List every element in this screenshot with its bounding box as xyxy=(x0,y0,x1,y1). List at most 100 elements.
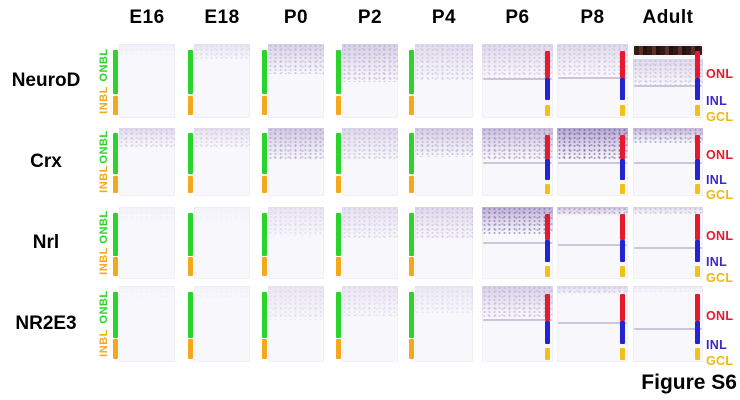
inbl-bar xyxy=(262,257,267,277)
micrograph-crx-p4 xyxy=(415,128,473,196)
stain-band xyxy=(119,207,175,222)
micrograph-nrl-adult xyxy=(633,207,703,279)
inbl-bar xyxy=(262,175,267,194)
row-label-nrl: Nrl xyxy=(32,232,60,253)
micrograph-nrl-p6 xyxy=(482,207,553,279)
gcl-bar xyxy=(545,104,550,116)
inbl-bar xyxy=(336,175,341,194)
inbl-bar xyxy=(113,339,118,359)
inbl-layer-label: INBL xyxy=(98,165,110,193)
gcl-bar xyxy=(620,348,625,360)
inl-layer-label: INL xyxy=(706,337,728,352)
inl-bar xyxy=(545,78,550,101)
onbl-bar xyxy=(113,49,118,95)
micrograph-neurod-p2 xyxy=(342,44,398,118)
plexiform-layer-line xyxy=(558,244,627,247)
gcl-bar xyxy=(695,104,700,116)
onbl-bar xyxy=(262,292,267,338)
inbl-bar xyxy=(409,175,414,194)
onl-layer-label: ONL xyxy=(706,309,734,324)
onl-layer-label: ONL xyxy=(706,66,734,81)
onbl-bar xyxy=(336,212,341,256)
gcl-bar xyxy=(545,348,550,360)
inbl-bar xyxy=(409,257,414,277)
inbl-bar xyxy=(262,95,267,116)
gcl-bar xyxy=(695,266,700,277)
gcl-bar xyxy=(695,183,700,194)
stain-band xyxy=(557,128,628,160)
onbl-bar xyxy=(262,49,267,95)
inl-bar xyxy=(545,320,550,344)
onbl-bar xyxy=(409,292,414,338)
micrograph-crx-p0 xyxy=(268,128,324,196)
onbl-bar xyxy=(336,292,341,338)
micrograph-crx-adult xyxy=(633,128,703,196)
micrograph-nr2e3-p0 xyxy=(268,286,324,362)
column-header-p8: P8 xyxy=(580,7,605,28)
stain-band xyxy=(633,207,703,215)
micrograph-nr2e3-adult xyxy=(633,286,703,362)
gcl-layer-label: GCL xyxy=(706,354,734,369)
micrograph-nr2e3-p6 xyxy=(482,286,553,362)
inl-bar xyxy=(695,320,700,344)
onl-layer-label: ONL xyxy=(706,228,734,243)
onl-bar xyxy=(695,214,700,241)
micrograph-neurod-p4 xyxy=(415,44,473,118)
plexiform-layer-line xyxy=(558,162,627,164)
plexiform-layer-line xyxy=(634,162,702,164)
micrograph-nr2e3-p8 xyxy=(557,286,628,362)
stain-band xyxy=(415,44,473,80)
plexiform-layer-line xyxy=(634,84,702,87)
stain-band xyxy=(342,128,398,159)
micrograph-neurod-e16 xyxy=(119,44,175,118)
stain-band xyxy=(119,128,175,148)
stain-band xyxy=(482,128,553,159)
micrograph-crx-p8 xyxy=(557,128,628,196)
inl-bar xyxy=(695,240,700,262)
micrograph-neurod-e18 xyxy=(194,44,250,118)
micrograph-nrl-e18 xyxy=(194,207,250,279)
inbl-bar xyxy=(409,95,414,116)
micrograph-neurod-adult xyxy=(633,44,703,118)
plexiform-layer-line xyxy=(558,76,627,79)
micrograph-neurod-p6 xyxy=(482,44,553,118)
stain-band xyxy=(415,207,473,240)
column-header-p2: P2 xyxy=(357,7,383,28)
micrograph-nr2e3-e18 xyxy=(194,286,250,362)
onbl-bar xyxy=(336,49,341,95)
stain-band xyxy=(268,286,324,321)
onbl-bar xyxy=(409,49,414,95)
gcl-bar xyxy=(620,104,625,116)
stain-band xyxy=(342,44,398,83)
inl-layer-label: INL xyxy=(706,173,728,188)
inbl-layer-label: INBL xyxy=(98,85,110,114)
inl-bar xyxy=(695,159,700,180)
inbl-bar xyxy=(409,339,414,359)
onl-bar xyxy=(545,51,550,79)
inl-bar xyxy=(620,240,625,262)
onl-bar xyxy=(695,134,700,160)
column-header-e16: E16 xyxy=(129,7,165,28)
inl-layer-label: INL xyxy=(706,93,728,108)
stain-band xyxy=(268,44,324,74)
plexiform-layer-line xyxy=(483,78,552,81)
micrograph-nr2e3-p4 xyxy=(415,286,473,362)
gcl-bar xyxy=(695,348,700,360)
micrograph-nrl-p0 xyxy=(268,207,324,279)
inbl-bar xyxy=(113,257,118,277)
stain-band xyxy=(557,207,628,216)
inl-bar xyxy=(545,159,550,180)
micrograph-nr2e3-p2 xyxy=(342,286,398,362)
stain-band xyxy=(633,128,703,143)
stain-band xyxy=(633,58,703,85)
stain-band xyxy=(194,44,250,61)
stain-band xyxy=(633,286,703,293)
onbl-bar xyxy=(409,212,414,256)
inbl-bar xyxy=(336,257,341,277)
stain-band xyxy=(342,286,398,317)
onl-bar xyxy=(620,51,625,79)
inbl-bar xyxy=(336,339,341,359)
onbl-bar xyxy=(113,212,118,256)
micrograph-nr2e3-e16 xyxy=(119,286,175,362)
